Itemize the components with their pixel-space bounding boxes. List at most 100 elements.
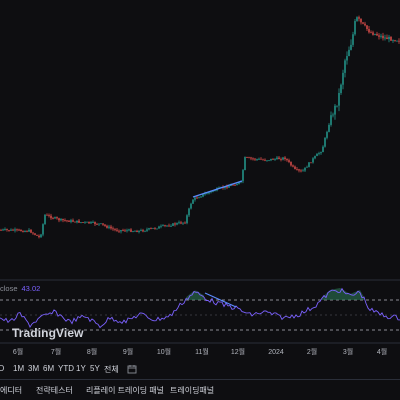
candle-body: [228, 186, 230, 188]
tab-strategy-tester[interactable]: 전략테스터: [36, 386, 73, 395]
calendar-range-icon[interactable]: [127, 364, 137, 376]
candle-body: [140, 230, 142, 231]
candle-body: [72, 220, 74, 222]
candle-body: [152, 227, 154, 229]
candle-body: [338, 92, 340, 106]
candle-body: [94, 222, 96, 225]
time-axis-label: 11월: [195, 347, 209, 356]
candle-body: [318, 153, 320, 154]
candle-body: [212, 190, 214, 192]
candle-body: [76, 220, 78, 223]
candle-body: [138, 230, 140, 233]
rsi-overbought-fills: [186, 288, 364, 300]
range-3m-button[interactable]: 3M: [28, 364, 40, 373]
candle-body: [286, 159, 288, 161]
candle-body: [296, 168, 298, 170]
candle-body: [230, 184, 232, 187]
candle-body: [314, 156, 316, 159]
candle-body: [340, 84, 342, 93]
candle-body: [352, 34, 354, 45]
candle-body: [324, 137, 326, 147]
rsi-trendline[interactable]: [204, 292, 237, 308]
candle-body: [108, 226, 110, 228]
candle-body: [34, 233, 36, 235]
tab-editor[interactable]: 에디터: [0, 386, 23, 395]
candle-body: [2, 229, 4, 231]
candle-body: [100, 223, 102, 225]
candle-body: [184, 222, 186, 224]
candle-body: [396, 40, 398, 42]
candle-body: [370, 32, 372, 34]
candle-body: [378, 35, 380, 37]
candle-body: [368, 29, 370, 33]
candle-body: [166, 225, 168, 227]
tab-replay-trading-panel[interactable]: 리플레이 트레이딩 패널: [86, 386, 165, 395]
candle-body: [198, 197, 200, 199]
range-6m-button[interactable]: 6M: [43, 364, 55, 373]
rsi-value-text: 43.02: [21, 284, 41, 293]
candle-body: [260, 158, 262, 160]
range-ytd-button[interactable]: YTD: [58, 364, 74, 373]
candle-body: [84, 221, 86, 223]
candle-body: [250, 157, 252, 159]
tab-trading-panel[interactable]: 트레이딩패널: [170, 386, 215, 395]
candle-body: [44, 214, 46, 225]
candle-body: [150, 228, 152, 229]
candle-body: [320, 152, 322, 154]
candle-body: [20, 229, 22, 232]
candle-body: [42, 224, 44, 235]
time-axis-label: 10월: [157, 347, 171, 356]
candle-body: [290, 161, 292, 166]
candle-body: [162, 225, 164, 227]
candle-body: [278, 157, 280, 160]
candle-body: [376, 33, 378, 36]
candle-body: [256, 159, 258, 160]
range-all-button[interactable]: 전체: [104, 365, 119, 374]
candle-body: [160, 225, 162, 227]
candle-body: [258, 158, 260, 160]
bottom-panel-divider: [0, 379, 400, 380]
candle-body: [398, 40, 400, 42]
price-candles: [0, 15, 400, 239]
candle-body: [40, 234, 42, 238]
candle-body: [394, 40, 396, 42]
candle-body: [194, 197, 196, 200]
candle-body: [392, 40, 394, 42]
candle-body: [112, 228, 114, 230]
time-axis-label: 4월: [377, 347, 387, 356]
candle-body: [12, 229, 14, 231]
candle-body: [170, 225, 172, 227]
candle-body: [22, 231, 24, 232]
candle-body: [64, 220, 66, 221]
candle-body: [350, 44, 352, 50]
candle-body: [204, 193, 206, 195]
range-5d-button[interactable]: 5D: [0, 364, 5, 373]
candle-body: [312, 158, 314, 163]
candle-body: [24, 230, 26, 232]
candle-body: [390, 36, 392, 41]
candle-body: [360, 18, 362, 23]
candle-body: [74, 221, 76, 223]
candle-body: [128, 229, 130, 231]
candle-body: [272, 158, 274, 160]
candle-body: [328, 124, 330, 132]
candle-body: [78, 220, 80, 223]
rsi-indicator-label[interactable]: close 43.02: [0, 284, 40, 293]
candle-body: [66, 220, 68, 222]
candle-body: [178, 222, 180, 224]
candle-body: [176, 223, 178, 225]
time-axis[interactable]: 6월 7월 8월 9월 10월 11월 12월 2024 2월 3월 4월: [13, 347, 387, 356]
candle-body: [36, 234, 38, 236]
rsi-source-text: close: [0, 284, 18, 293]
price-trendline[interactable]: [192, 180, 243, 198]
candle-body: [130, 229, 132, 232]
candle-body: [92, 222, 94, 223]
range-1m-button[interactable]: 1M: [13, 364, 25, 373]
candle-body: [96, 224, 98, 225]
candle-body: [172, 223, 174, 226]
range-5y-button[interactable]: 5Y: [90, 364, 100, 373]
candle-body: [356, 17, 358, 22]
candle-body: [388, 36, 390, 40]
range-1y-button[interactable]: 1Y: [76, 364, 86, 373]
